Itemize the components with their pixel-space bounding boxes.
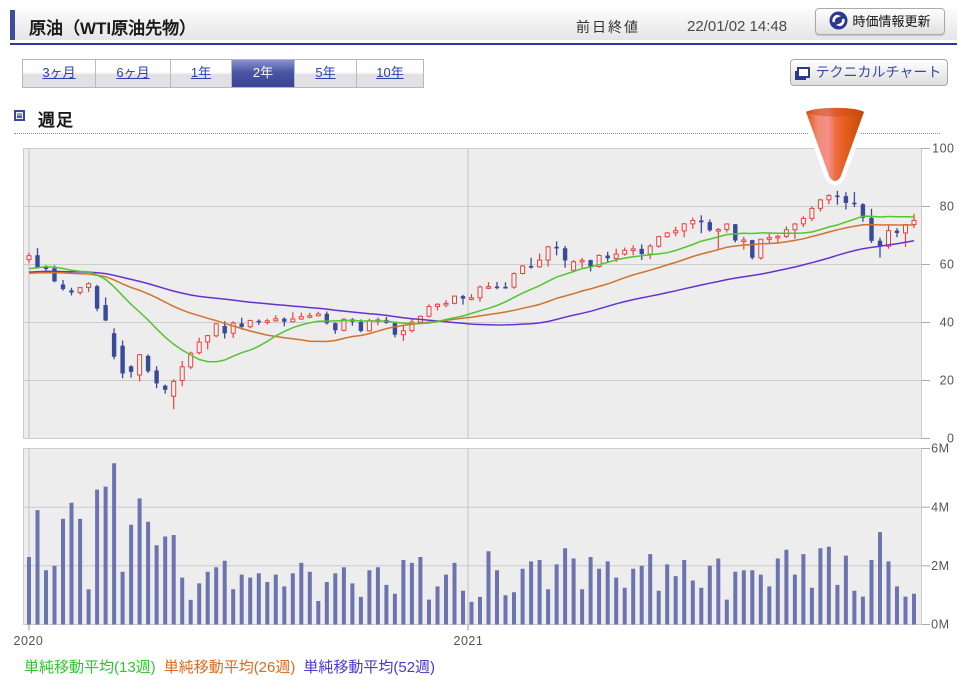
svg-text:40: 40 [940,316,955,330]
svg-text:80: 80 [940,200,955,214]
svg-text:2020: 2020 [14,634,44,648]
svg-text:6M: 6M [931,442,949,456]
svg-text:4M: 4M [931,500,949,514]
svg-text:2021: 2021 [454,634,484,648]
svg-text:0: 0 [947,432,954,446]
svg-text:20: 20 [940,374,955,388]
svg-text:100: 100 [932,142,954,156]
svg-text:0M: 0M [931,618,949,632]
svg-text:2M: 2M [931,559,949,573]
svg-text:60: 60 [940,258,955,272]
